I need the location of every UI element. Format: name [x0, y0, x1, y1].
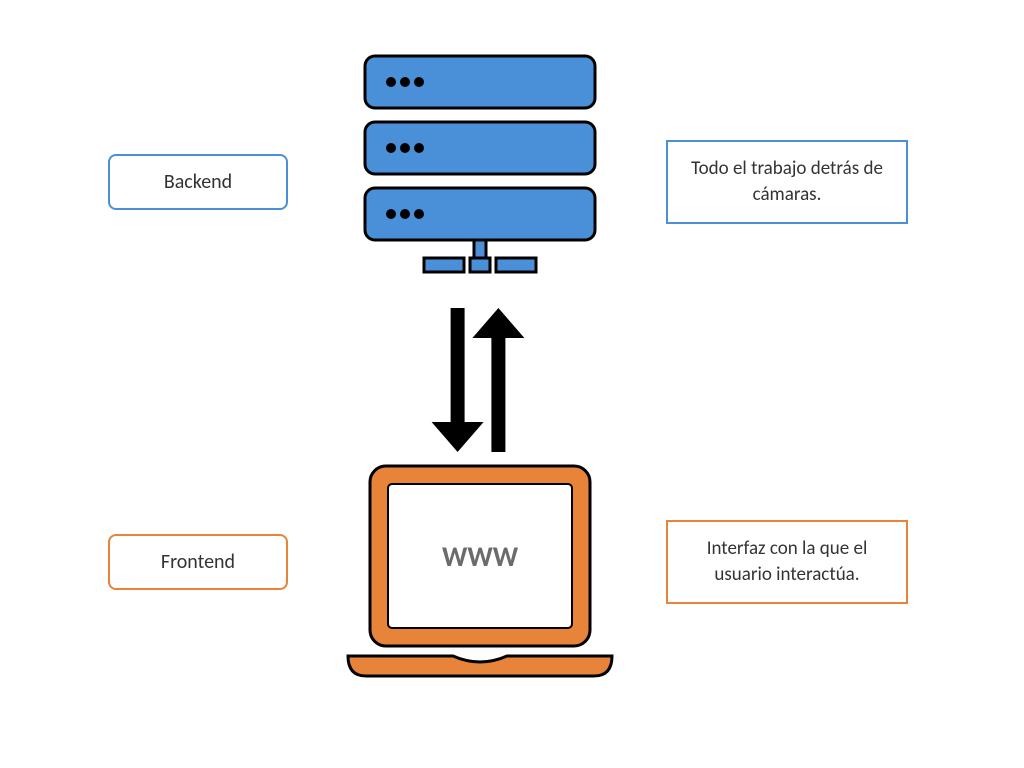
backend-label: Backend — [164, 170, 232, 194]
frontend-description-box: Interfaz con la que el usuario interactú… — [666, 520, 908, 604]
backend-description-box: Todo el trabajo detrás de cámaras. — [666, 140, 908, 224]
frontend-label: Frontend — [161, 550, 235, 574]
laptop-icon: WWW — [340, 460, 620, 710]
frontend-description: Interfaz con la que el usuario interactú… — [682, 536, 892, 587]
backend-label-box: Backend — [108, 154, 288, 210]
backend-description: Todo el trabajo detrás de cámaras. — [682, 156, 892, 207]
laptop-screen-text: WWW — [442, 539, 519, 574]
frontend-label-box: Frontend — [108, 534, 288, 590]
server-icon — [355, 52, 605, 312]
bidirectional-arrows-icon — [418, 300, 538, 460]
